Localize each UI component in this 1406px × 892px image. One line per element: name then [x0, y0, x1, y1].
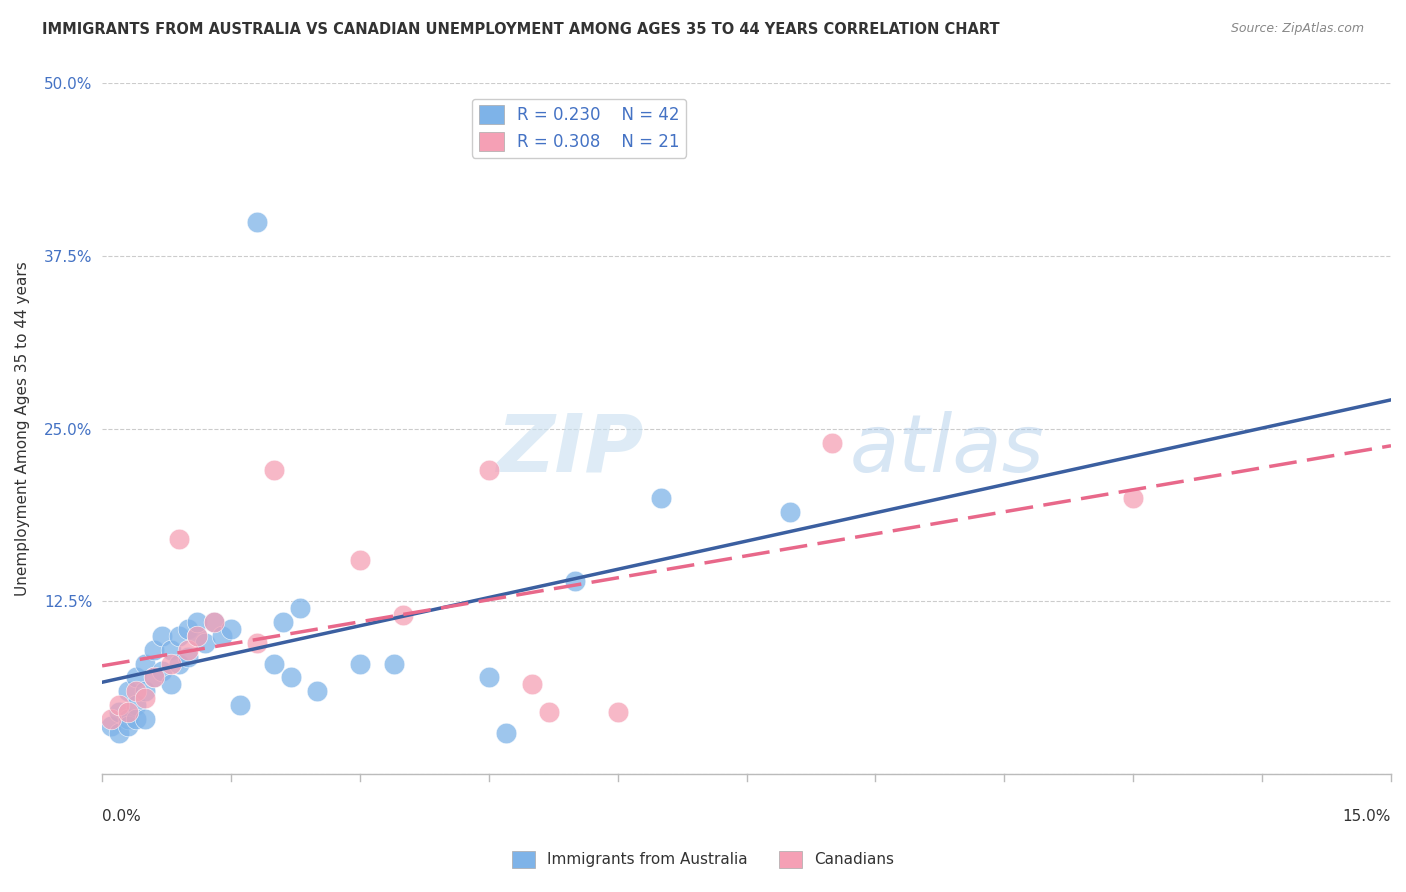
Point: [520, 677, 543, 691]
Point: [150, 629, 173, 643]
Point: [194, 636, 217, 650]
Point: [650, 491, 672, 505]
Point: [186, 615, 208, 630]
Point: [169, 629, 191, 643]
Text: IMMIGRANTS FROM AUSTRALIA VS CANADIAN UNEMPLOYMENT AMONG AGES 35 TO 44 YEARS COR: IMMIGRANTS FROM AUSTRALIA VS CANADIAN UN…: [42, 22, 1000, 37]
Point: [246, 636, 269, 650]
Point: [263, 463, 285, 477]
Legend: Immigrants from Australia, Canadians: Immigrants from Australia, Canadians: [506, 845, 900, 873]
Text: ZIP: ZIP: [496, 410, 644, 489]
Point: [142, 642, 165, 657]
Point: [160, 677, 183, 691]
Point: [537, 705, 560, 719]
Point: [606, 705, 628, 719]
Point: [125, 684, 148, 698]
Point: [100, 712, 122, 726]
Point: [125, 698, 148, 712]
Point: [478, 670, 501, 684]
Point: [186, 629, 208, 643]
Point: [134, 712, 156, 726]
Point: [246, 214, 269, 228]
Y-axis label: Unemployment Among Ages 35 to 44 years: Unemployment Among Ages 35 to 44 years: [15, 261, 30, 596]
Point: [280, 670, 302, 684]
Point: [169, 533, 191, 547]
Point: [108, 705, 131, 719]
Point: [134, 657, 156, 671]
Point: [117, 712, 139, 726]
Point: [305, 684, 328, 698]
Point: [108, 698, 131, 712]
Point: [219, 622, 242, 636]
Point: [142, 670, 165, 684]
Point: [100, 719, 122, 733]
Point: [117, 705, 139, 719]
Point: [478, 463, 501, 477]
Point: [228, 698, 250, 712]
Point: [1122, 491, 1144, 505]
Point: [779, 505, 801, 519]
Point: [142, 670, 165, 684]
Point: [125, 670, 148, 684]
Point: [134, 684, 156, 698]
Text: Source: ZipAtlas.com: Source: ZipAtlas.com: [1230, 22, 1364, 36]
Point: [177, 649, 200, 664]
Point: [177, 642, 200, 657]
Point: [160, 642, 183, 657]
Point: [186, 629, 208, 643]
Point: [117, 684, 139, 698]
Point: [108, 725, 131, 739]
Legend: R = 0.230    N = 42, R = 0.308    N = 21: R = 0.230 N = 42, R = 0.308 N = 21: [472, 99, 686, 158]
Point: [169, 657, 191, 671]
Point: [150, 664, 173, 678]
Point: [177, 622, 200, 636]
Point: [202, 615, 225, 630]
Point: [125, 712, 148, 726]
Text: atlas: atlas: [849, 410, 1045, 489]
Point: [263, 657, 285, 671]
Point: [392, 608, 415, 623]
Point: [495, 725, 517, 739]
Point: [288, 601, 311, 615]
Point: [821, 435, 844, 450]
Text: 0.0%: 0.0%: [103, 809, 141, 823]
Point: [211, 629, 233, 643]
Point: [160, 657, 183, 671]
Text: 15.0%: 15.0%: [1343, 809, 1391, 823]
Point: [564, 574, 586, 588]
Point: [202, 615, 225, 630]
Point: [349, 553, 371, 567]
Point: [134, 691, 156, 706]
Point: [382, 657, 405, 671]
Point: [117, 719, 139, 733]
Point: [271, 615, 294, 630]
Point: [349, 657, 371, 671]
